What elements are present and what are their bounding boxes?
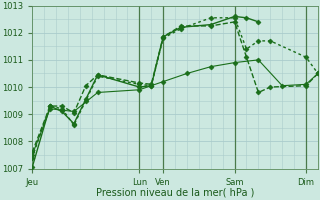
X-axis label: Pression niveau de la mer( hPa ): Pression niveau de la mer( hPa ) — [96, 188, 254, 198]
